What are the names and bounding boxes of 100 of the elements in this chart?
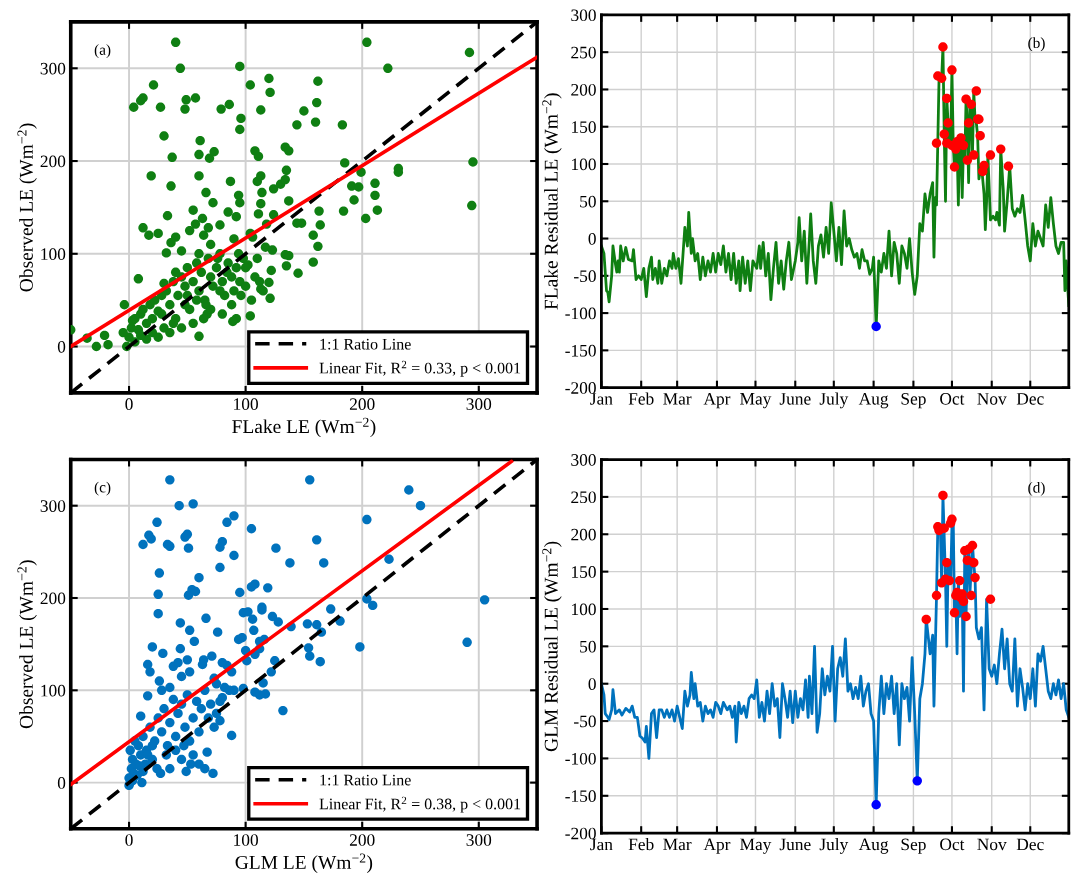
point [949,608,960,618]
point [949,162,960,172]
point [958,596,969,607]
point [936,73,947,83]
y-tick-label: 0 [588,678,596,690]
y-tick-label: 0 [57,341,66,353]
legend-label: Linear Fit, R$^{2}$ = 0.38, p < 0.001 [319,796,521,813]
x-tick-label: Dec [1016,393,1044,405]
y-tick-label: -150 [565,344,596,357]
x-tick-label: Oct [940,393,965,405]
x-tick-label: 200 [349,398,375,410]
x-tick-label: May [740,393,772,409]
point [969,557,979,568]
point [966,99,976,110]
point [938,490,948,501]
y-tick-label: 200 [571,83,596,96]
point [970,572,980,583]
y-axis-title: GLM Residual LE (Wm$^{−2}$) [542,541,562,752]
y-tick-label: -100 [565,307,596,320]
y-tick-label: -50 [574,715,596,728]
y-tick-label: -150 [565,790,596,802]
point [975,130,985,141]
x-tick-label: May [740,838,772,854]
annotation: (d) [1028,481,1045,496]
point [971,86,982,96]
point [943,118,953,128]
x-tick-label: Sep [901,838,926,854]
y-tick-label: -200 [565,827,596,840]
y-tick-label: 300 [571,454,596,466]
point [871,321,881,332]
x-tick-label: 0 [125,398,133,410]
point [939,129,949,139]
x-tick-label: 200 [349,834,375,846]
point [921,614,931,625]
x-tick-label: July [819,392,849,409]
y-tick-label: 200 [571,528,596,541]
legend-label: 1:1 Ratio Line [320,338,411,350]
y-tick-label: 250 [571,46,596,59]
x-tick-label: Mar [663,838,692,851]
point [954,575,965,586]
point [985,594,996,604]
x-tick-label: Oct [940,838,965,851]
y-tick-label: 150 [572,121,596,133]
point [938,42,948,52]
point [961,611,971,622]
point [963,118,974,128]
y-tick-label: 100 [572,158,596,171]
y-tick-label: 200 [40,592,66,605]
point [912,776,922,786]
annotation: (c) [94,481,111,496]
x-tick-label: Jan [590,393,613,405]
x-tick-label: 300 [466,398,492,410]
x-axis-title: GLM LE (Wm$^{−2}$) [235,853,373,873]
x-tick-label: Feb [628,392,654,405]
y-tick-label: 250 [571,491,596,504]
x-tick-label: Nov [977,838,1007,851]
x-axis-title: FLake LE (Wm$^{−2}$) [232,417,376,438]
x-tick-label: June [779,393,811,405]
point [1003,161,1014,171]
x-tick-label: Apr [703,393,731,409]
y-axis-title: Observed LE (Wm$^{−2}$) [17,123,37,292]
legend-label: Linear Fit, R$^{2}$ = 0.33, p < 0.001 [319,360,521,377]
y-tick-label: 150 [572,566,596,578]
x-tick-label: Aug [858,393,889,409]
y-tick-label: -200 [565,382,596,394]
y-tick-label: 0 [57,777,66,789]
y-tick-label: -50 [574,270,596,283]
x-tick-label: Feb [628,838,654,851]
annotation: (b) [1028,37,1045,52]
point [931,138,942,148]
y-tick-label: 50 [580,640,596,653]
annotation: (a) [94,44,111,59]
y-tick-label: 100 [41,248,66,260]
x-tick-label: June [779,838,811,851]
y-tick-label: 300 [571,9,596,22]
point [969,150,979,160]
point [931,590,942,601]
x-tick-label: Dec [1016,838,1044,851]
point [947,65,957,75]
x-tick-label: Jan [590,838,613,851]
point [966,590,976,601]
x-tick-label: 100 [234,834,258,846]
point [956,133,966,143]
x-tick-label: 0 [125,834,133,846]
point [985,150,996,160]
y-tick-label: 50 [580,195,596,208]
x-tick-label: 100 [234,398,258,410]
x-tick-label: Apr [703,838,731,854]
x-tick-label: Nov [977,393,1007,405]
point [942,93,952,104]
x-tick-label: Aug [858,838,889,854]
point [871,800,881,810]
point [996,144,1006,154]
y-tick-label: 300 [40,500,66,512]
x-tick-label: Sep [901,393,926,409]
y-axis-title: FLake Residual LE (Wm$^{−2}$) [542,93,562,310]
x-tick-label: 300 [466,834,492,846]
y-tick-label: 0 [588,233,596,245]
y-tick-label: 300 [40,62,66,75]
y-tick-label: 100 [41,684,66,697]
